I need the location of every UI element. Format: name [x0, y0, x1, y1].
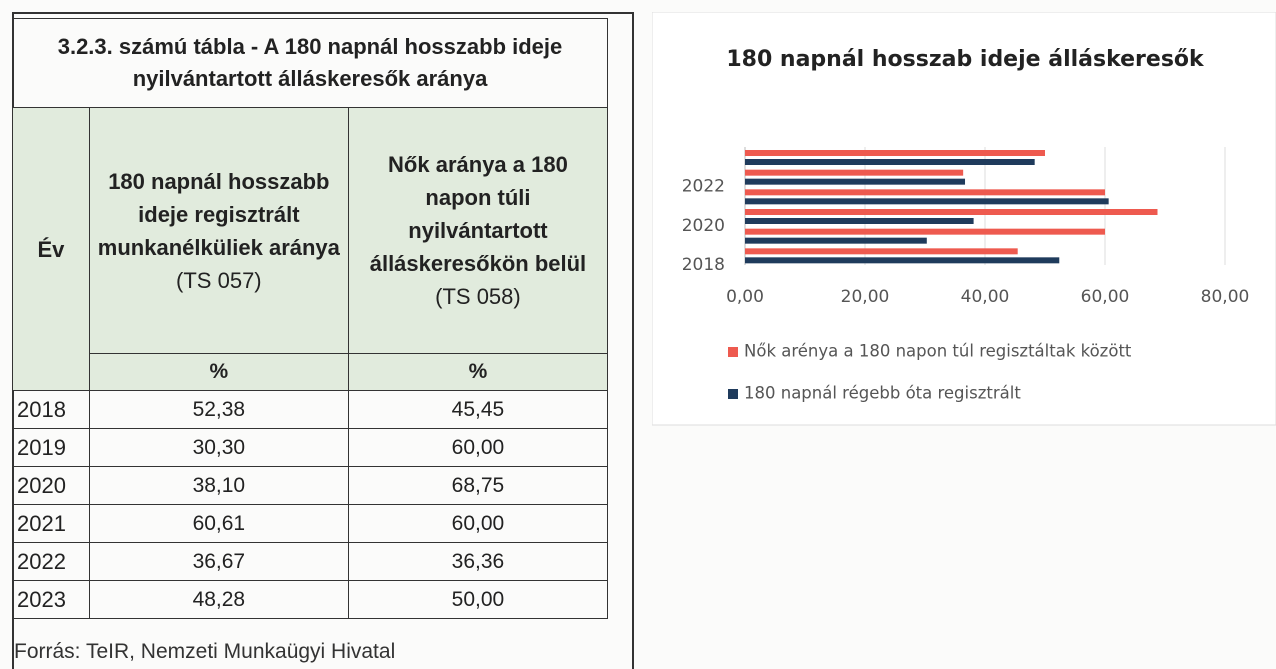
chart: 180 napnál hosszab ideje álláskeresők 0,…: [652, 12, 1276, 426]
x-tick-label: 20,00: [841, 287, 890, 307]
bar: [745, 189, 1105, 196]
table-row: 2018 52,38 45,45: [12, 390, 609, 429]
table-cell: 2019: [12, 428, 90, 467]
table-cell: 48,28: [88, 580, 349, 619]
x-tick-label: 40,00: [961, 287, 1010, 307]
border: [12, 12, 633, 14]
legend-label: 180 napnál régebb óta regisztrált: [744, 384, 1021, 403]
bar: [745, 169, 964, 176]
chart-title: 180 napnál hosszab ideje álláskeresők: [726, 47, 1205, 72]
y-tick-label: 2020: [682, 216, 725, 236]
table-cell: 68,75: [347, 466, 609, 505]
bar: [745, 257, 1060, 264]
bar: [745, 209, 1158, 215]
bar: [745, 237, 927, 244]
bar: [745, 159, 1035, 165]
table-cell: 2018: [12, 390, 90, 429]
table-cell: 30,30: [88, 428, 349, 467]
header-bold: 180 napnál hosszabb ideje regisztrált mu…: [97, 168, 340, 260]
table-title: 3.2.3. számú tábla - A 180 napnál hossza…: [12, 18, 608, 108]
header-code: (TS 058): [435, 284, 521, 309]
x-tick-label: 0,00: [726, 287, 764, 307]
bar: [745, 218, 974, 224]
table-cell: 60,00: [347, 504, 609, 543]
bar: [745, 248, 1018, 255]
table-cell: 52,38: [88, 390, 349, 429]
source-note: Forrás: TeIR, Nemzeti Munkaügyi Hivatal: [14, 640, 396, 663]
header-bold: Nők aránya a 180 napon túli nyilvántarto…: [369, 152, 587, 276]
table-cell: 60,61: [88, 504, 349, 543]
table-cell: 2022: [12, 542, 90, 581]
table-cell: 2021: [12, 504, 90, 543]
table-row: 2022 36,67 36,36: [12, 542, 609, 581]
border: [632, 12, 634, 669]
table-cell: 60,00: [347, 428, 609, 467]
bar: [745, 198, 1109, 205]
column-header: 180 napnál hosszabb ideje regisztrált mu…: [88, 107, 349, 354]
table-cell: 36,36: [347, 542, 609, 581]
header-code: (TS 057): [176, 267, 262, 293]
column-header: Év: [12, 107, 90, 391]
x-tick-label: 60,00: [1081, 287, 1130, 307]
bar: [745, 150, 1045, 156]
data-table: 3.2.3. számú tábla - A 180 napnál hossza…: [12, 18, 609, 619]
legend-swatch: [728, 389, 738, 399]
header-bold: Év: [37, 236, 65, 262]
y-tick-label: 2018: [682, 255, 725, 275]
bar: [745, 228, 1105, 235]
table-cell: 36,67: [88, 542, 349, 581]
table-cell: 2020: [12, 466, 90, 505]
legend-swatch: [728, 347, 738, 357]
legend-label: Nők arénya a 180 napon túl regisztáltak …: [744, 342, 1132, 361]
table-row: 2020 38,10 68,75: [12, 466, 609, 505]
unit-cell: %: [347, 353, 609, 391]
table-cell: 2023: [12, 580, 90, 619]
column-header: Nők aránya a 180 napon túli nyilvántarto…: [347, 107, 609, 354]
bar: [745, 178, 966, 185]
table-cell: 38,10: [88, 466, 349, 505]
table-cell: 45,45: [347, 390, 609, 429]
table-cell: 50,00: [347, 580, 609, 619]
table-row: 2019 30,30 60,00: [12, 428, 609, 467]
unit-cell: %: [88, 353, 349, 391]
table-row: 2021 60,61 60,00: [12, 504, 609, 543]
y-tick-label: 2022: [682, 177, 725, 197]
table-row: 2023 48,28 50,00: [12, 580, 609, 619]
x-tick-label: 80,00: [1201, 287, 1250, 307]
